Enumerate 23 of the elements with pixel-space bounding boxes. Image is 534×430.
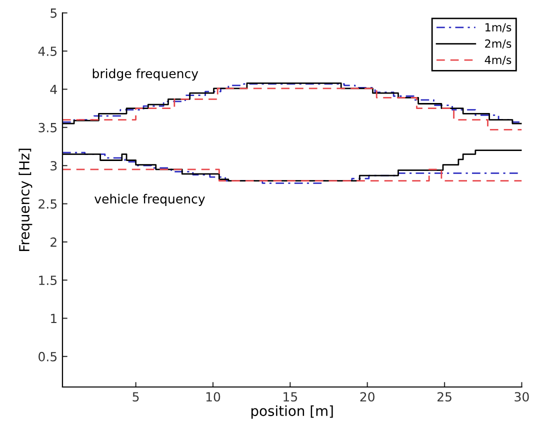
legend-label: 2m/s <box>485 39 512 49</box>
x-axis-title: position [m] <box>251 405 333 419</box>
y-tick-label: 2.5 <box>38 199 57 209</box>
x-tick-label: 5 <box>132 392 139 402</box>
x-tick-label: 15 <box>284 392 298 402</box>
y-axis-title: Frequency [Hz] <box>18 148 32 251</box>
y-tick-label: 4.5 <box>38 46 57 56</box>
legend-label: 1m/s <box>486 23 512 32</box>
annotation: vehicle frequency <box>94 194 205 206</box>
x-tick-label: 30 <box>514 392 529 402</box>
x-tick-label: 25 <box>438 392 452 402</box>
y-tick-label: 3.5 <box>38 122 57 132</box>
y-tick-label: 3 <box>50 161 57 171</box>
y-tick-label: 5 <box>50 8 57 18</box>
y-tick-label: 2 <box>50 237 56 247</box>
y-tick-label: 1 <box>51 314 56 324</box>
y-tick-label: 4 <box>50 84 57 94</box>
x-tick-label: 10 <box>206 392 220 402</box>
legend-label: 4m/s <box>484 56 512 65</box>
x-tick-label: 20 <box>360 392 374 402</box>
annotation: bridge frequency <box>92 68 198 81</box>
y-tick-label: 0.5 <box>38 352 57 362</box>
y-tick-label: 1.5 <box>39 276 57 286</box>
